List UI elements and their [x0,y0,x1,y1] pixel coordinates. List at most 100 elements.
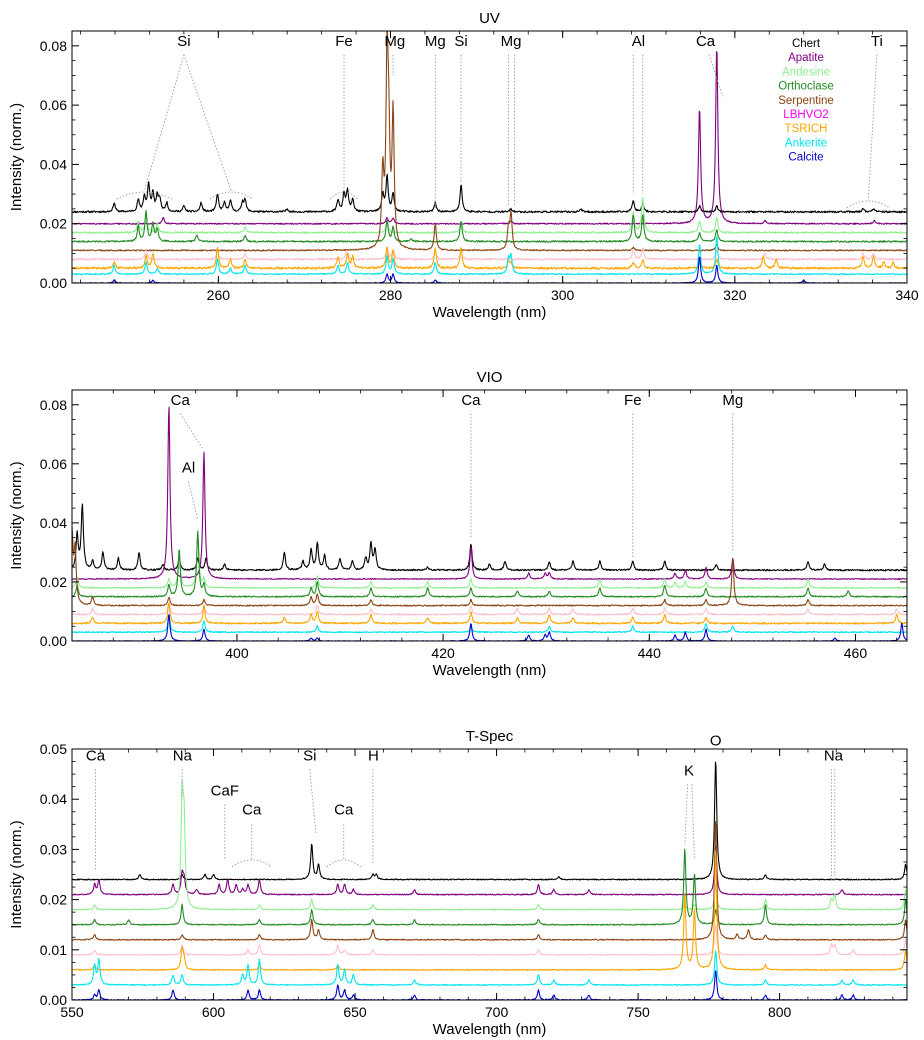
panel1-annotation-label: Ca [171,392,191,409]
legend-entry-tsrich: TSRICH [785,123,828,135]
panel1-annotation-leader [188,481,199,521]
panel1-annotation-label: Mg [722,392,743,409]
panel2-annotation-label: Ca [334,801,354,818]
panel1-series-lbhvo2 [72,601,907,616]
panel0-series-ankerite [72,236,907,276]
panel2-annotation-6: H [368,748,379,865]
legend-entry-andesine: Andesine [782,66,830,78]
panel2-series-chert [72,761,907,881]
panel1-series-apatite [72,406,907,580]
panel2-annotation-0: Ca [86,748,106,870]
panel2-annotation-label: Na [173,748,193,765]
panel2-title: T-Spec [466,728,514,745]
panel2-series-calcite [72,970,907,1000]
vio-panel: VIO Ca Al Ca Fe Mg 400 420 440 460 Wavelength (nm)… [8,369,908,679]
legend-entry-serpentine: Serpentine [778,95,834,107]
panel2-plot-frame [71,748,908,1001]
panel0-annotation-leader [867,54,878,201]
panel2-annotation-8: O [710,732,722,749]
uv-panel: UV Si Fe Mg Mg Si Mg Al Ca Ti 260 280 300 320 340 Wavel… [8,10,919,321]
panel2-y-tick-label: 0.03 [40,841,67,857]
panel0-annotation-4: Si [454,33,468,183]
panel0-x-tick-label: 280 [379,287,403,303]
panel0-y-tick-label: 0.00 [40,275,67,291]
panel1-series-chert [72,503,907,572]
panel1-annotation-label: Al [182,460,195,477]
panel0-annotation-1: Fe [329,33,359,200]
panel0-annotation-5: Mg [501,33,522,206]
panel0-annotation-leader [143,54,185,192]
panel0-annotation-2: Mg [384,33,405,76]
panel0-series-orthoclase [72,209,907,243]
panel0-annotation-3: Mg [425,33,446,209]
legend-entry-ankerite: Ankerite [785,137,827,149]
panel1-series-group [72,406,907,641]
panel2-series-group [72,761,907,1000]
panel0-series-lbhvo2 [72,246,907,261]
panel0-series-group [72,31,907,283]
panel2-y-tick-label: 0.00 [40,992,67,1008]
panel1-title: VIO [477,369,503,386]
panel2-annotation-9: Na [824,748,844,880]
panel0-y-axis: 0.00 0.02 0.04 0.06 0.08 Intensity (norm.) [8,30,907,291]
panel0-annotation-bracket [209,191,254,200]
panel1-x-tick-label: 400 [225,645,249,661]
panel0-annotation-leader [183,54,232,192]
panel2-x-axis-label: Wavelength (nm) [433,1021,547,1038]
panel0-x-axis-label: Wavelength (nm) [433,304,547,321]
panel0-annotation-label: Al [632,33,645,50]
panel1-annotation-1: Al [182,460,199,521]
panel0-y-tick-label: 0.06 [40,97,67,113]
panel2-annotation-5: Ca [326,801,361,868]
panel0-x-tick-label: 260 [207,287,231,303]
legend-entry-calcite: Calcite [788,152,823,164]
panel2-x-tick-label: 600 [202,1004,226,1020]
panel2-annotation-label: O [710,732,722,749]
panel2-series-apatite [72,845,907,896]
panel0-series-serpentine [72,31,907,252]
panel1-y-tick-label: 0.08 [40,397,67,413]
panel2-annotation-4: Si [303,748,317,835]
panel2-annotation-label: Ca [242,801,262,818]
panel1-annotation-leader [179,413,204,450]
panel0-annotation-label: Mg [501,33,522,50]
panel2-annotation-leader [309,769,317,835]
panel2-annotation-bracket [231,859,272,868]
panel0-series-apatite [72,51,907,225]
panel2-y-tick-label: 0.01 [40,942,67,958]
legend-entry-orthoclase: Orthoclase [778,81,834,93]
panel2-annotation-label: Ca [86,748,106,765]
panel2-series-tsrich [72,850,907,971]
panel1-series-tsrich [72,602,907,625]
panel1-annotation-label: Ca [461,392,481,409]
legend-entry-chert: Chert [792,38,821,50]
panel1-y-axis: 0.00 0.02 0.04 0.06 0.08 Intensity (norm.) [8,389,907,649]
panel0-annotation-label: Mg [384,33,405,50]
panel2-x-tick-label: 750 [626,1004,650,1020]
panel0-x-tick-label: 340 [895,287,919,303]
panel0-series-tsrich [72,246,907,270]
panel2-series-serpentine [72,821,907,941]
panel0-series-andesine [72,197,907,234]
panel0-annotation-7: Ca [696,33,724,97]
panel0-x-axis: 260 280 300 320 340 Wavelength (nm) [80,31,919,321]
legend-entry-apatite: Apatite [788,52,824,64]
panel1-y-tick-label: 0.00 [40,633,67,649]
panel2-annotation-bracket [326,859,361,868]
panel1-x-tick-label: 440 [638,645,662,661]
panel1-series-serpentine [72,526,907,607]
panel1-x-tick-label: 460 [844,645,868,661]
panel2-annotation-label: H [368,748,379,765]
panel2-y-axis-label: Intensity (norm.) [8,820,25,928]
panel2-y-axis: 0.00 0.01 0.02 0.03 0.04 0.05 Intensity (norm.… [8,741,907,1008]
panel2-y-tick-label: 0.02 [40,892,67,908]
panel2-x-tick-label: 700 [485,1004,509,1020]
panel1-annotation-2: Ca [461,392,481,538]
panel0-y-tick-label: 0.02 [40,216,67,232]
panel0-title: UV [479,10,500,27]
panel1-annotation-label: Fe [624,392,642,409]
panel0-annotation-label: Ca [696,33,716,50]
panel0-annotation-label: Fe [335,33,353,50]
